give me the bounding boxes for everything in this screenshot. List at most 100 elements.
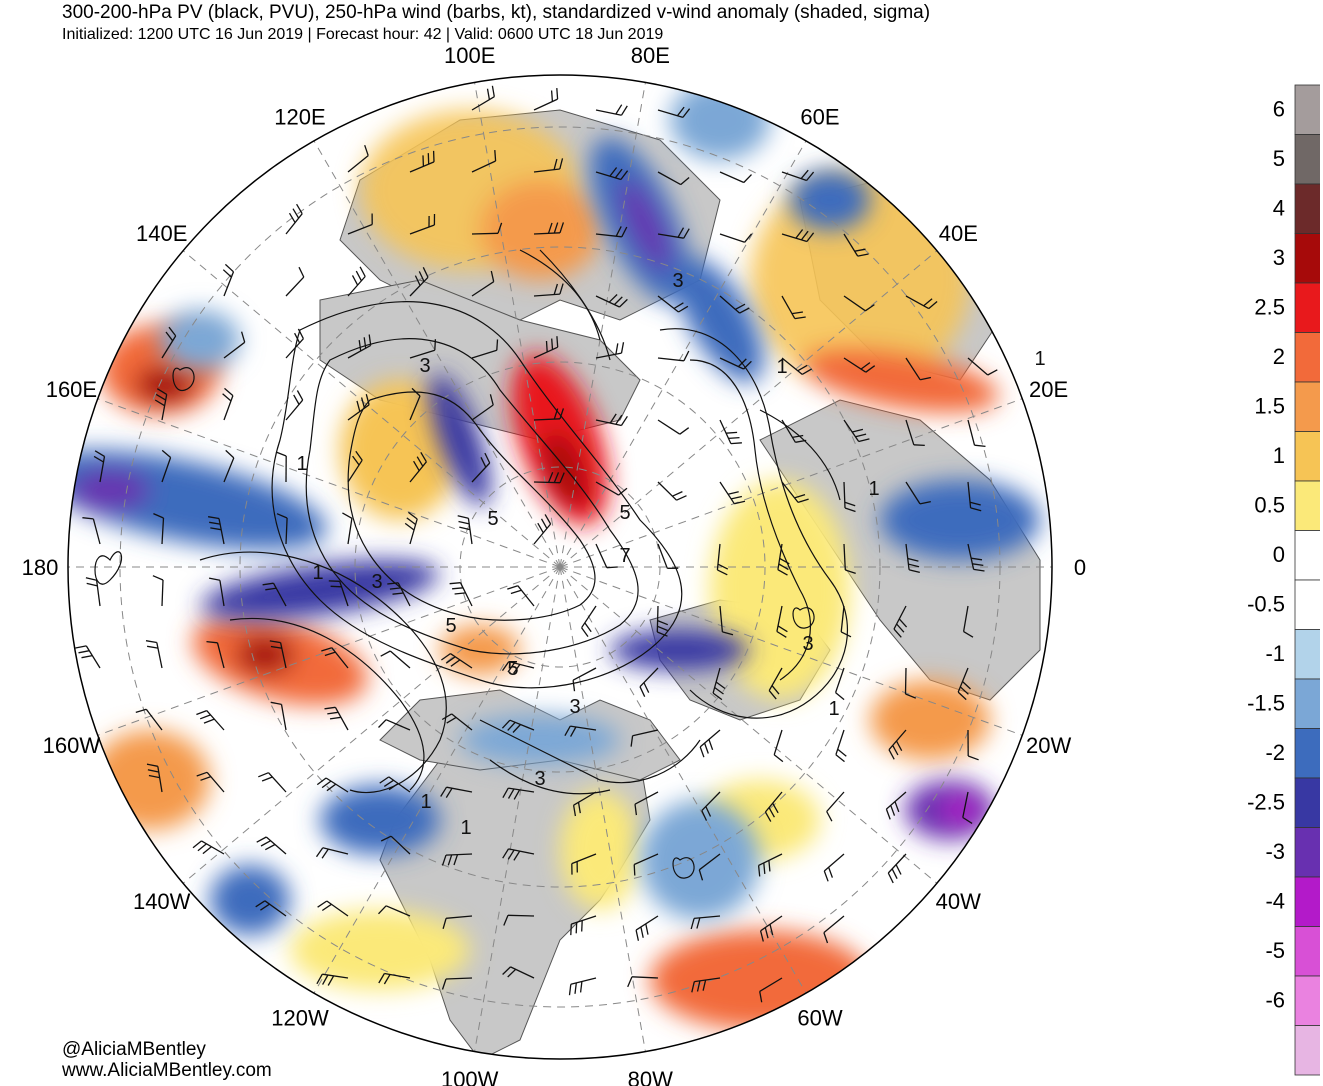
colorbar-swatch (1294, 975, 1320, 1026)
wind-barb (595, 226, 628, 238)
wind-barb (768, 667, 783, 700)
wind-barb (570, 915, 597, 936)
wind-barb (255, 900, 287, 917)
wind-barb (776, 605, 788, 638)
wind-barb (442, 915, 473, 929)
wind-barb (635, 915, 659, 941)
wind-barb (533, 471, 565, 484)
colorbar-tick-label: -1.5 (1247, 691, 1285, 716)
wind-barb (633, 853, 659, 876)
latitude-circle (459, 466, 661, 668)
wind-barb (759, 977, 783, 1003)
wind-barb (533, 158, 564, 173)
wind-barb (471, 150, 497, 173)
pv-contour-label: 1 (1034, 348, 1045, 370)
wind-barb (471, 222, 503, 235)
credit-url: www.AliciaMBentley.com (62, 1060, 272, 1081)
wind-barb (719, 233, 753, 243)
wind-barb (572, 667, 597, 692)
wind-barb (843, 357, 876, 373)
meridian-line (559, 250, 938, 568)
wind-barb (206, 640, 225, 669)
colorbar-tick-label: -2 (1265, 740, 1285, 765)
longitude-label: 140W (133, 889, 191, 914)
wind-barb (196, 771, 225, 793)
wind-barb (316, 973, 349, 986)
wind-barb (285, 328, 304, 359)
wind-barb (275, 451, 287, 483)
wind-barb (471, 452, 491, 483)
pv-contour-label: 3 (371, 571, 382, 593)
latitude-circle (119, 126, 1001, 1008)
wind-barb (196, 709, 225, 731)
meridian-line (182, 566, 561, 884)
wind-barb (145, 640, 163, 669)
wind-barb (223, 331, 246, 359)
longitude-label: 100W (441, 1067, 499, 1086)
longitude-labels: 100E 80E 60E 40E 20E 0 20W 40W 60W 80W 100W 120W 140… (22, 43, 1086, 1086)
wind-barb (507, 585, 535, 607)
colorbar-swatch (1294, 728, 1320, 779)
wind-barb (690, 915, 721, 930)
longitude-label: 0 (1074, 555, 1086, 580)
longitude-label: 80W (628, 1067, 673, 1086)
colorbar-tick-label: 1.5 (1254, 394, 1285, 419)
wind-barb (471, 270, 495, 297)
longitude-label: 160W (43, 733, 101, 758)
colorbar-tick-label: -6 (1265, 988, 1285, 1013)
colorbar-swatch (1294, 233, 1320, 284)
wind-barbs (75, 85, 998, 1003)
meridian-line (474, 566, 561, 1052)
colorbar-swatch (1294, 629, 1320, 680)
pv-contour-label: 1 (868, 478, 879, 500)
wind-barb (152, 575, 164, 607)
wind-barb (719, 419, 742, 445)
colorbar-tick-label: 6 (1273, 97, 1285, 122)
wind-barb (441, 977, 473, 990)
meridian-line (559, 398, 1023, 568)
colorbar-labels: 6 5 4 3 2.5 2 1.5 1 0.5 0 -0.5 -1 -1.5 -2 -2.5 -3 -4 -5 -6 (1247, 97, 1285, 1013)
colorbar-tick-label: 5 (1273, 146, 1285, 171)
wind-barb (595, 294, 628, 308)
wind-barb (533, 283, 564, 297)
credit-handle: @AliciaMBentley (62, 1039, 206, 1060)
wind-barb (712, 667, 726, 701)
wind-barb (258, 772, 287, 793)
wind-barb (409, 339, 437, 359)
colorbar-swatch (1294, 876, 1320, 927)
wind-barb (378, 719, 411, 731)
wind-barb (843, 295, 875, 312)
pv-contour-label: 3 (802, 633, 813, 655)
wind-barb (457, 515, 473, 545)
wind-barb (321, 647, 349, 669)
wind-barb (595, 104, 628, 116)
colorbar-swatches (1294, 84, 1320, 1076)
colorbar-tick-label: 1 (1273, 443, 1285, 468)
wind-barb (135, 708, 163, 731)
wind-barb (657, 350, 690, 362)
colorbar-tick-label: 0 (1273, 542, 1285, 567)
wind-barb (404, 511, 418, 545)
wind-barb (262, 582, 287, 607)
map-disk (68, 75, 1052, 1059)
wind-barb (834, 667, 845, 701)
wind-barb (315, 847, 349, 859)
wind-barb (657, 106, 691, 119)
wind-barb (256, 836, 287, 855)
wind-barb (719, 171, 752, 184)
colorbar-swatch (1294, 1025, 1320, 1076)
wind-barb (698, 853, 721, 881)
colorbar-swatch (1294, 332, 1320, 383)
wind-barb (904, 667, 917, 699)
meridian-line (559, 566, 807, 994)
longitude-label: 20E (1029, 377, 1068, 402)
wind-barb (719, 481, 746, 505)
colorbar-swatch (1294, 530, 1320, 581)
wind-barb (153, 513, 165, 545)
wind-barb (85, 577, 101, 607)
wind-barb (501, 660, 535, 674)
wind-barb (843, 419, 870, 443)
wind-barb (905, 357, 932, 381)
wind-barb (222, 263, 235, 297)
